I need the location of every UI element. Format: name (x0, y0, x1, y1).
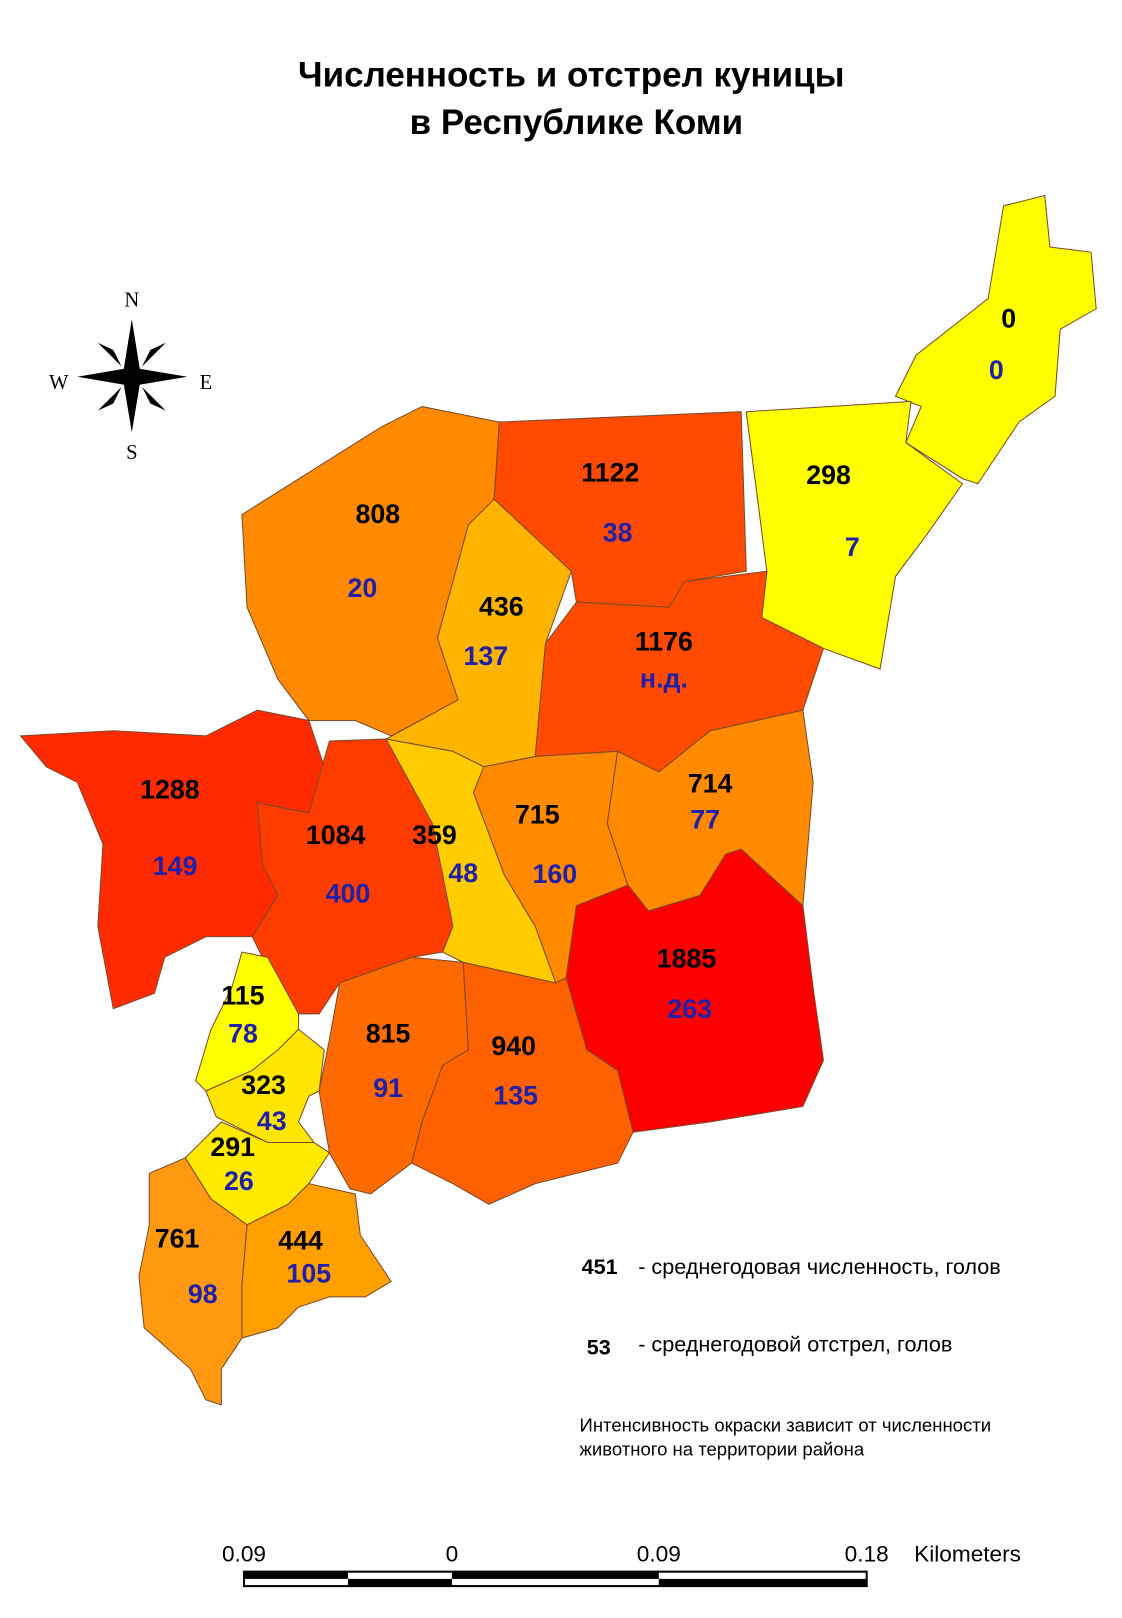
harvest-label: 48 (448, 858, 478, 888)
harvest-label: 7 (845, 532, 860, 562)
count-label: 1176 (635, 626, 693, 656)
harvest-label: 43 (257, 1106, 287, 1136)
region (411, 961, 634, 1205)
legend-note: животного на территории района (580, 1438, 865, 1459)
count-label: 1122 (581, 458, 639, 488)
harvest-label: 105 (287, 1258, 332, 1288)
harvest-label: 38 (603, 517, 633, 547)
count-label: 115 (221, 981, 264, 1011)
compass-ray (97, 342, 132, 377)
count-label: 715 (515, 799, 560, 829)
scale-bar-segment (658, 1578, 867, 1587)
legend-harvest-sample: 53 (587, 1335, 611, 1360)
scale-unit: Kilometers (914, 1541, 1021, 1566)
legend-note: Интенсивность окраски зависит от численн… (580, 1415, 992, 1436)
count-label: 714 (688, 769, 733, 799)
harvest-label: 137 (464, 641, 509, 671)
compass-s: S (126, 442, 137, 464)
title-line: в Республике Коми (410, 103, 744, 142)
legend-count-sample: 451 (582, 1254, 618, 1279)
legend-count-text: - среднегодовая численность, голов (638, 1254, 1001, 1279)
harvest-label: 135 (493, 1080, 538, 1110)
harvest-label: 78 (228, 1019, 258, 1049)
harvest-label: 0 (989, 355, 1004, 385)
compass: N E S W (49, 290, 212, 464)
region-labels: 0 0 298 7 1122 38 808 20 436 137 1176 н.д. 1288 149 10… (140, 303, 1016, 1309)
count-label: 1288 (140, 775, 200, 805)
legend: 451 - среднегодовая численность, голов 5… (580, 1254, 1001, 1459)
harvest-label: 91 (373, 1073, 403, 1103)
harvest-label: 149 (153, 851, 198, 881)
count-label: 359 (412, 820, 457, 850)
region (894, 194, 1097, 485)
count-label: 815 (366, 1019, 411, 1049)
scale-label: 0.09 (222, 1541, 266, 1566)
count-label: 323 (241, 1070, 286, 1100)
region (138, 1157, 248, 1406)
compass-ray (131, 342, 166, 377)
scale-label: 0 (446, 1541, 459, 1566)
count-label: 0 (1001, 303, 1016, 333)
count-label: 1084 (306, 820, 366, 850)
title-line: Численность и отстрел куницы (298, 55, 845, 94)
count-label: 444 (278, 1226, 323, 1256)
compass-ray (77, 368, 132, 385)
count-label: 940 (491, 1031, 536, 1061)
harvest-label: 160 (533, 859, 578, 889)
harvest-label: 98 (188, 1279, 218, 1309)
compass-w: W (49, 372, 69, 394)
compass-n: N (124, 290, 139, 312)
count-label: 1885 (657, 944, 717, 974)
compass-ray (123, 376, 141, 433)
harvest-label: 77 (690, 805, 720, 835)
regions (19, 194, 1097, 1406)
region (241, 1183, 392, 1339)
compass-e: E (200, 372, 213, 394)
count-label: 436 (479, 591, 524, 621)
count-label: 298 (806, 460, 851, 490)
scale-bar-segment (243, 1571, 348, 1579)
harvest-label: 400 (326, 879, 371, 909)
scale-bar-segment (451, 1571, 659, 1579)
count-label: 761 (155, 1223, 200, 1253)
compass-ray (131, 368, 188, 385)
count-label: 808 (355, 499, 400, 529)
harvest-label: н.д. (640, 664, 688, 694)
scale-label: 0.18 (845, 1541, 889, 1566)
scale-bar-segment (347, 1578, 452, 1587)
harvest-label: 263 (667, 994, 712, 1024)
harvest-label: 20 (347, 573, 377, 603)
harvest-label: 26 (224, 1166, 254, 1196)
scale-bar: 0.09 0 0.09 0.18 Kilometers (222, 1541, 1021, 1588)
legend-harvest-text: - среднегодовой отстрел, голов (638, 1331, 952, 1356)
count-label: 291 (210, 1132, 255, 1162)
scale-label: 0.09 (637, 1541, 681, 1566)
compass-ray (123, 319, 141, 377)
